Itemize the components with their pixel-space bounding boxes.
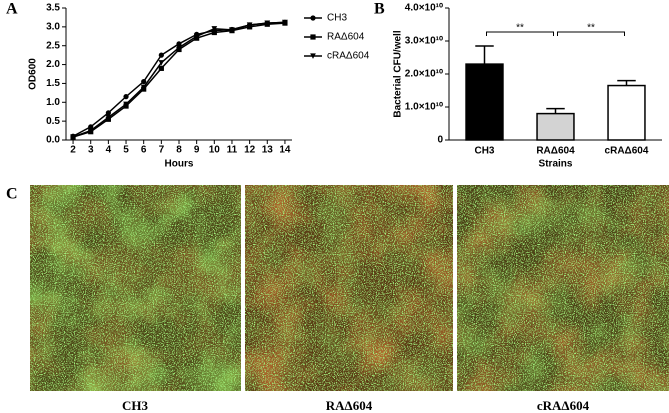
data-point bbox=[229, 27, 235, 33]
data-point bbox=[70, 134, 76, 140]
y-tick-label: 0.0 bbox=[46, 135, 60, 146]
series-line bbox=[72, 21, 285, 138]
x-tick-label: 8 bbox=[176, 145, 182, 156]
legend-label: RAΔ604 bbox=[327, 32, 365, 43]
significance-bracket bbox=[557, 31, 625, 36]
x-tick-label: CH3 bbox=[474, 146, 494, 157]
y-tick-label: 4.0×10¹⁰ bbox=[405, 3, 443, 14]
data-point bbox=[211, 29, 217, 36]
data-point bbox=[105, 114, 112, 121]
x-tick-label: 12 bbox=[244, 145, 256, 156]
significance-label: ** bbox=[516, 23, 524, 34]
x-tick-label: 11 bbox=[227, 145, 238, 156]
data-point bbox=[141, 78, 147, 85]
y-tick-label: 3.0 bbox=[46, 21, 60, 32]
data-point bbox=[158, 52, 164, 58]
data-point bbox=[176, 45, 182, 51]
panel-label: C bbox=[6, 186, 18, 203]
x-tick-label: 14 bbox=[279, 145, 291, 156]
x-tick-label: cRAΔ604 bbox=[605, 146, 649, 157]
panel-label: B bbox=[374, 1, 385, 18]
y-tick-label: 1.0×10¹⁰ bbox=[405, 102, 443, 113]
data-point bbox=[246, 22, 253, 28]
y-tick-label: 1.5 bbox=[46, 78, 60, 89]
y-tick-label: 3.5 bbox=[46, 3, 60, 14]
x-tick-label: 4 bbox=[106, 145, 112, 156]
y-axis-label: Bacterial CFU/well bbox=[393, 30, 404, 117]
micrograph-label: RAΔ604 bbox=[326, 398, 373, 413]
legend-marker bbox=[310, 34, 316, 40]
y-tick-label: 1.0 bbox=[46, 97, 60, 108]
micrograph bbox=[245, 185, 453, 391]
data-point bbox=[158, 65, 164, 71]
x-tick-label: 7 bbox=[159, 145, 165, 156]
micrograph bbox=[457, 185, 669, 391]
legend-label: cRAΔ604 bbox=[327, 51, 370, 62]
legend-marker bbox=[310, 53, 316, 59]
data-point bbox=[123, 94, 129, 100]
micrograph-label: cRAΔ604 bbox=[537, 398, 590, 413]
y-tick-label: 2.5 bbox=[46, 40, 60, 51]
micrograph-label: CH3 bbox=[122, 398, 149, 413]
data-point bbox=[158, 60, 165, 66]
y-tick-label: 0 bbox=[437, 135, 443, 146]
x-axis-label: Strains bbox=[539, 159, 573, 170]
bar bbox=[607, 84, 646, 141]
data-point bbox=[211, 26, 218, 32]
data-point bbox=[193, 33, 200, 40]
bar bbox=[536, 112, 575, 141]
data-point bbox=[87, 127, 94, 134]
panel-label: A bbox=[6, 1, 18, 18]
bar bbox=[465, 63, 504, 141]
data-point bbox=[282, 19, 288, 26]
y-tick-label: 0.5 bbox=[46, 116, 60, 127]
y-tick-label: 3.0×10¹⁰ bbox=[405, 36, 443, 47]
y-axis-label: OD600 bbox=[28, 58, 39, 90]
x-tick-label: 6 bbox=[141, 145, 147, 156]
x-tick-label: 13 bbox=[262, 145, 274, 156]
data-point bbox=[140, 84, 147, 91]
data-point bbox=[264, 20, 271, 26]
x-tick-label: RAΔ604 bbox=[536, 146, 575, 157]
y-tick-label: 2.0×10¹⁰ bbox=[405, 69, 443, 80]
x-tick-label: 2 bbox=[70, 145, 76, 156]
y-tick-label: 2.0 bbox=[46, 59, 60, 70]
x-tick-label: 10 bbox=[209, 145, 221, 156]
x-tick-label: 5 bbox=[123, 145, 129, 156]
data-point bbox=[123, 101, 129, 108]
significance-bracket bbox=[486, 31, 554, 36]
micrograph bbox=[30, 185, 241, 391]
x-tick-label: 9 bbox=[194, 145, 200, 156]
data-point bbox=[105, 110, 111, 116]
x-axis-label: Hours bbox=[165, 159, 194, 170]
legend-marker bbox=[310, 15, 316, 21]
legend-label: CH3 bbox=[327, 13, 347, 24]
x-tick-label: 3 bbox=[88, 145, 94, 156]
significance-label: ** bbox=[587, 23, 595, 34]
